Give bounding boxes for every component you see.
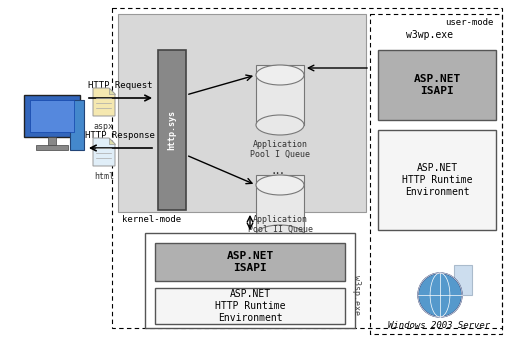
Bar — [155, 288, 344, 324]
Polygon shape — [109, 138, 115, 144]
Text: HTTP Request: HTTP Request — [88, 81, 152, 90]
Polygon shape — [93, 88, 115, 116]
Polygon shape — [93, 138, 115, 166]
Text: Windows 2003 Server: Windows 2003 Server — [387, 321, 489, 330]
Text: kernel-mode: kernel-mode — [122, 215, 181, 224]
Bar — [158, 50, 186, 210]
Bar — [369, 14, 501, 334]
Bar — [145, 233, 354, 328]
Ellipse shape — [256, 115, 303, 135]
Bar — [70, 100, 84, 150]
Bar — [377, 130, 495, 230]
Text: http.sys: http.sys — [167, 110, 176, 150]
Text: ...: ... — [271, 163, 284, 177]
Text: Application
Pool I Queue: Application Pool I Queue — [249, 140, 309, 159]
Text: html: html — [94, 172, 114, 181]
Bar — [256, 175, 303, 235]
Text: Application
Pool II Queue: Application Pool II Queue — [247, 215, 312, 235]
Bar — [24, 95, 80, 137]
Text: user-mode: user-mode — [445, 18, 493, 27]
Bar — [453, 265, 471, 295]
Text: ASP.NET
ISAPI: ASP.NET ISAPI — [413, 74, 460, 96]
Bar — [36, 145, 68, 150]
Bar — [30, 100, 74, 132]
Text: ASP.NET
HTTP Runtime
Environment: ASP.NET HTTP Runtime Environment — [401, 163, 471, 196]
Text: aspx: aspx — [94, 122, 114, 131]
Text: HTTP Response: HTTP Response — [85, 131, 155, 140]
Polygon shape — [109, 88, 115, 94]
Bar — [256, 65, 303, 125]
Bar — [155, 243, 344, 281]
Text: w3wp.exe: w3wp.exe — [406, 30, 453, 40]
Text: ASP.NET
ISAPI: ASP.NET ISAPI — [226, 251, 273, 273]
Bar — [118, 14, 365, 212]
Text: ASP.NET
HTTP Runtime
Environment: ASP.NET HTTP Runtime Environment — [214, 289, 285, 323]
Ellipse shape — [256, 65, 303, 85]
Bar — [112, 8, 501, 328]
Bar — [377, 50, 495, 120]
Text: w3sp.exe: w3sp.exe — [351, 275, 360, 315]
Bar — [48, 137, 56, 145]
Ellipse shape — [256, 175, 303, 195]
Ellipse shape — [256, 225, 303, 245]
Circle shape — [417, 273, 461, 317]
